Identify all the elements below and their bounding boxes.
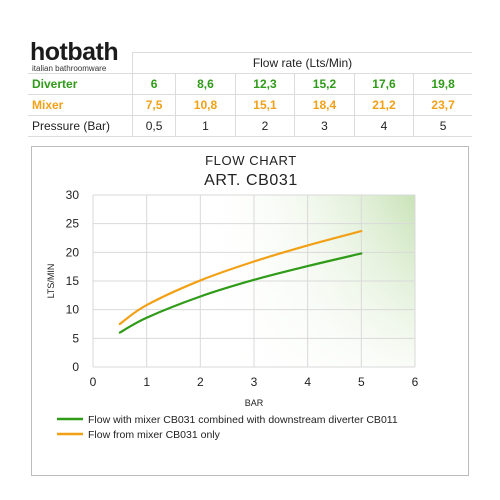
x-tick-label: 5	[358, 375, 365, 389]
flow-chart: FLOW CHART ART. CB031 0 5 10 15 20 25 30 0 1 2 3 4 5…	[31, 146, 469, 476]
x-axis-label: BAR	[245, 398, 264, 408]
flow-rate-table: Flow rate (Lts/Min) Diverter 6 8,6 12,3 …	[28, 52, 472, 137]
table-cell: 0,5	[131, 115, 176, 137]
x-tick-label: 6	[412, 375, 419, 389]
table-cell: 15,2	[294, 73, 355, 95]
table-cell: 18,4	[294, 94, 355, 116]
y-tick-label: 10	[66, 303, 80, 317]
x-tick-label: 0	[90, 375, 97, 389]
table-cell: 6	[131, 73, 176, 95]
x-tick-label: 4	[304, 375, 311, 389]
x-tick-label: 3	[251, 375, 258, 389]
table-cell: 1	[175, 115, 236, 137]
legend-label: Flow from mixer CB031 only	[88, 429, 221, 441]
row-label: Diverter	[28, 73, 133, 95]
table-cell: 4	[353, 115, 414, 137]
table-header-row: Flow rate (Lts/Min)	[28, 52, 472, 74]
table-row-pressure: Pressure (Bar) 0,5 1 2 3 4 5	[28, 115, 472, 137]
row-label: Pressure (Bar)	[28, 115, 133, 137]
table-cell: 7,5	[131, 94, 176, 116]
table-cell: 17,6	[353, 73, 414, 95]
table-row-mixer: Mixer 7,5 10,8 15,1 18,4 21,2 23,7	[28, 94, 472, 116]
table-corner	[28, 52, 133, 74]
legend-label: Flow with mixer CB031 combined with down…	[88, 414, 398, 426]
table-cell: 2	[234, 115, 295, 137]
table-cell: 21,2	[353, 94, 414, 116]
row-label: Mixer	[28, 94, 133, 116]
y-tick-label: 25	[66, 217, 80, 231]
table-cell: 8,6	[175, 73, 236, 95]
y-axis-label: LTS/MIN	[46, 264, 56, 299]
series-line-mixer	[118, 230, 363, 326]
chart-subtitle: ART. CB031	[204, 172, 298, 189]
table-cell: 10,8	[175, 94, 236, 116]
table-cell: 12,3	[234, 73, 295, 95]
table-cell: 5	[413, 115, 472, 137]
table-cell: 15,1	[234, 94, 295, 116]
x-tick-label: 2	[197, 375, 204, 389]
y-tick-label: 15	[66, 274, 80, 288]
table-row-diverter: Diverter 6 8,6 12,3 15,2 17,6 19,8	[28, 73, 472, 95]
chart-title: FLOW CHART	[205, 153, 297, 168]
table-cell: 19,8	[413, 73, 472, 95]
x-tick-label: 1	[143, 375, 150, 389]
table-cell: 23,7	[413, 94, 472, 116]
chart-plot: 0 5 10 15 20 25 30 0 1 2 3 4 5 6 BAR LTS/MIN Flow with m…	[46, 188, 419, 441]
y-tick-label: 5	[72, 331, 79, 345]
y-tick-label: 0	[72, 360, 79, 374]
y-tick-label: 30	[66, 188, 80, 202]
flow-rate-header: Flow rate (Lts/Min)	[132, 52, 472, 74]
series-line-diverter	[118, 252, 363, 334]
table-cell: 3	[294, 115, 355, 137]
y-tick-label: 20	[66, 245, 80, 259]
